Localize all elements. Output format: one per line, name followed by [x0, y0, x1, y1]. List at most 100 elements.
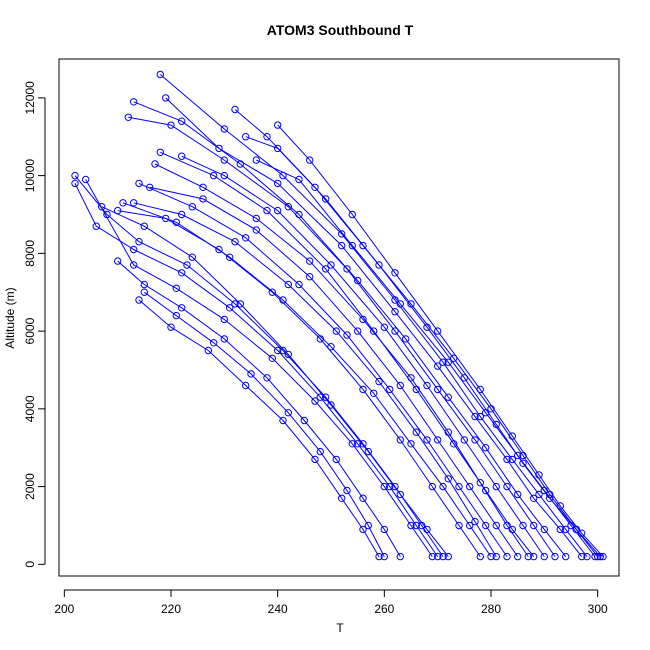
data-point	[503, 455, 511, 464]
data-point	[343, 486, 351, 495]
data-point	[252, 214, 260, 223]
data-point	[396, 381, 404, 390]
data-point	[428, 482, 436, 491]
data-point	[252, 156, 260, 164]
data-point	[295, 175, 303, 184]
data-point	[439, 552, 447, 561]
data-point	[348, 440, 356, 448]
data-point	[226, 304, 234, 312]
series-line	[149, 186, 519, 557]
series-line	[117, 210, 481, 557]
data-point	[380, 525, 388, 534]
series	[156, 70, 591, 561]
data-point	[514, 490, 522, 499]
data-point	[519, 521, 527, 530]
y-axis: 0 2000 4000 6000 8000 10000 12000	[23, 81, 46, 568]
series	[98, 203, 452, 561]
data-point	[162, 214, 170, 223]
data-point	[263, 374, 271, 382]
data-point	[220, 171, 229, 180]
data-point	[316, 393, 324, 401]
data-point	[135, 179, 143, 188]
data-point	[311, 183, 319, 192]
data-point	[359, 241, 367, 250]
data-point	[343, 265, 351, 273]
data-point	[279, 171, 287, 180]
data-point	[274, 206, 282, 215]
x-tick-label: 300	[588, 602, 608, 616]
series-line	[74, 183, 439, 557]
data-point	[423, 323, 431, 331]
data-point	[423, 436, 431, 444]
data-point	[316, 335, 324, 343]
data-point	[359, 315, 367, 324]
data-point	[471, 517, 479, 526]
data-point	[514, 451, 522, 460]
data-point	[556, 525, 564, 534]
data-point	[434, 385, 442, 394]
series-line	[138, 299, 380, 557]
data-point	[178, 117, 186, 125]
data-point	[210, 339, 218, 347]
data-point	[306, 273, 314, 281]
data-point	[215, 144, 223, 153]
data-point	[380, 482, 388, 491]
data-point	[284, 203, 292, 211]
data-point	[412, 428, 420, 436]
data-point	[130, 261, 138, 269]
data-point	[279, 346, 287, 355]
data-point	[514, 552, 522, 561]
data-point	[242, 381, 250, 390]
data-point	[375, 377, 383, 386]
series-line	[138, 182, 508, 557]
y-tick-label: 12000	[23, 81, 37, 115]
data-point	[476, 552, 484, 561]
series-line	[159, 74, 588, 557]
data-point	[199, 183, 207, 192]
data-point	[370, 389, 378, 397]
data-point	[215, 245, 223, 254]
data-point	[530, 552, 538, 561]
series-line	[133, 202, 497, 557]
data-point	[375, 552, 383, 561]
data-point	[268, 288, 276, 296]
y-tick-label: 6000	[23, 317, 37, 344]
series-line	[256, 159, 596, 557]
data-point	[407, 440, 415, 448]
series	[119, 199, 495, 561]
data-point	[391, 269, 399, 277]
data-point	[332, 327, 340, 335]
data-point	[172, 311, 181, 320]
data-point	[434, 552, 442, 561]
data-point	[503, 552, 511, 561]
series	[82, 175, 436, 561]
data-point	[183, 261, 191, 269]
data-point	[444, 358, 452, 366]
data-point	[434, 362, 442, 370]
data-point	[482, 521, 490, 530]
data-point	[188, 253, 197, 261]
series	[140, 288, 388, 561]
series	[124, 113, 559, 561]
data-point	[322, 393, 330, 401]
data-point	[482, 444, 490, 452]
series	[114, 257, 404, 561]
data-point	[343, 331, 351, 339]
data-point	[583, 552, 591, 561]
data-point	[274, 121, 282, 129]
data-point	[188, 203, 197, 211]
data-point	[423, 381, 431, 390]
x-tick-label: 260	[374, 602, 394, 616]
data-point	[492, 521, 500, 530]
data-point	[359, 494, 367, 502]
data-point	[247, 370, 255, 378]
series	[71, 171, 447, 561]
data-point	[231, 238, 239, 246]
data-point	[466, 482, 474, 491]
plot-frame	[58, 58, 620, 577]
data-point	[530, 521, 538, 530]
data-point	[338, 241, 346, 250]
data-point	[284, 350, 292, 359]
data-point	[236, 160, 245, 168]
x-tick-label: 280	[481, 602, 501, 616]
